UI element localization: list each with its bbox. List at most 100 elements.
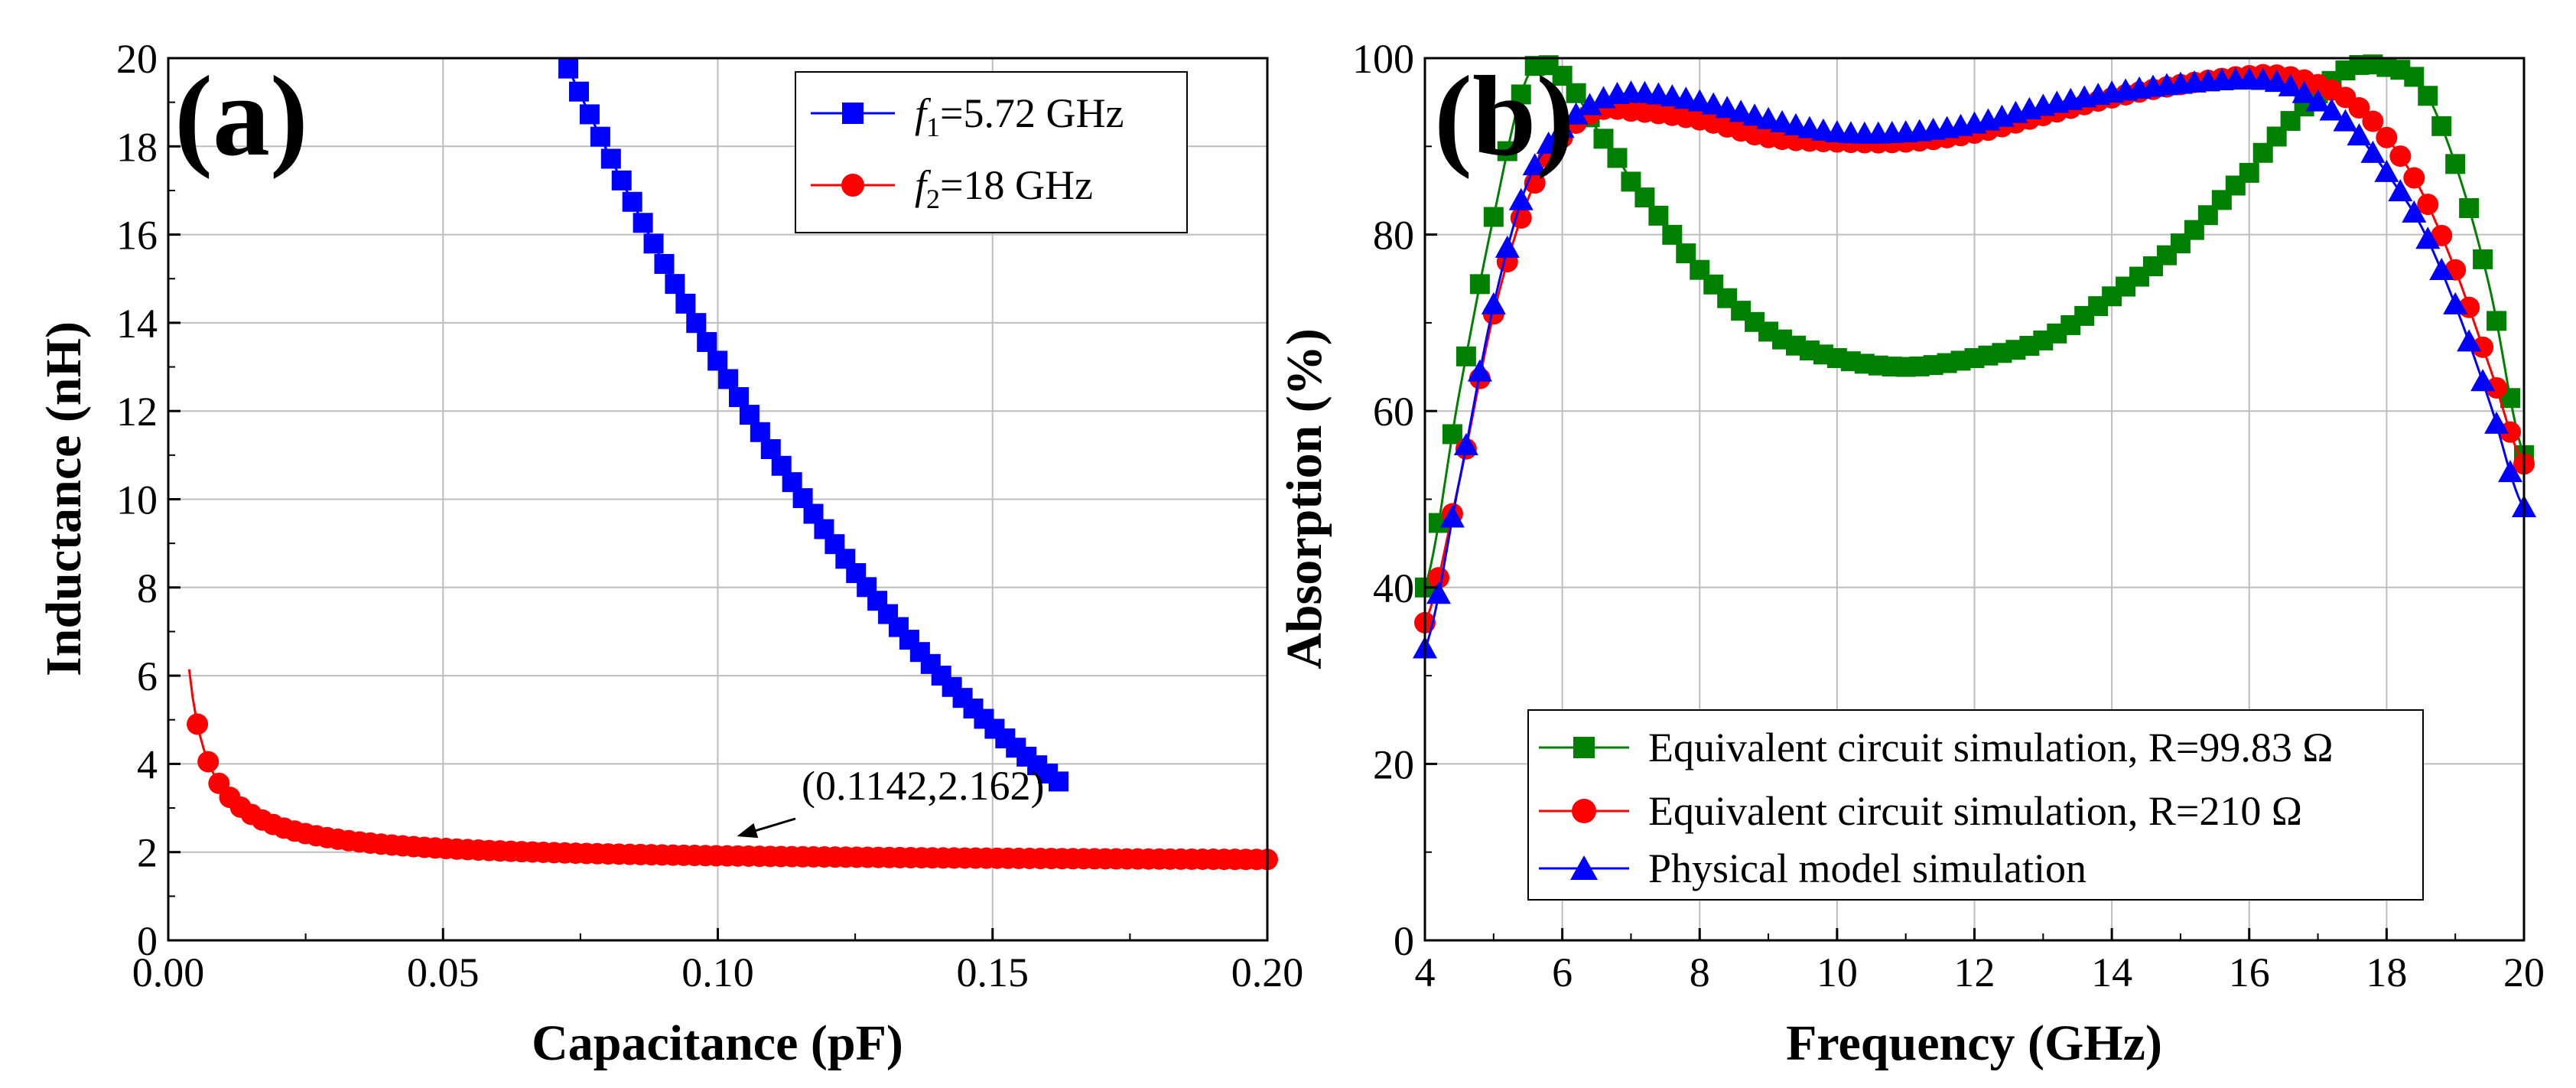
data-point [1634,187,1655,208]
data-point [2362,110,2384,132]
panel-b-y-tick-label: 0 [1394,918,1414,964]
legend-entry-f1: f1=5.72 GHz [915,90,1124,142]
data-point [665,274,685,295]
panel-b-x-tick-label: 16 [2229,950,2270,995]
panel-b-x-tick-label: 20 [2503,950,2545,995]
data-point [1593,129,1614,149]
data-point [1552,66,1573,86]
panel-b-y-tick-label: 100 [1352,36,1414,82]
legend-f1-text: =5.72 GHz [940,90,1124,136]
data-point [2403,167,2425,189]
data-point [2498,460,2523,483]
data-point [2319,98,2344,121]
legend-entry-green: Equivalent circuit simulation, R=99.83 Ω [1648,725,2333,770]
panel-a-y-tick-label: 6 [137,653,158,699]
data-point [1522,153,1547,176]
panel-a-x-axis-title: Capacitance (pF) [532,1015,903,1071]
panel-b-y-tick-label: 60 [1373,389,1414,435]
panel-a-y-tick-label: 16 [116,213,158,259]
panel-a-y-tick-label: 10 [116,477,158,523]
data-point [2264,70,2289,93]
legend-marker-blue-triangle [1570,855,1598,880]
data-point [2374,159,2399,182]
series-markers-2 [187,713,1278,871]
data-point [1442,424,1462,445]
data-point [2417,194,2439,216]
data-point [1566,83,1586,103]
panel-a-y-tick-label: 8 [137,565,158,611]
panel-a-y-tick-label: 14 [116,301,158,347]
data-point [1662,224,1683,245]
data-point [2429,258,2454,281]
data-point [2389,145,2412,168]
data-point [2457,329,2482,352]
panel-b-y-axis-title: Absorption (%) [1277,328,1332,669]
data-point [579,104,600,125]
data-point [2360,140,2386,163]
legend-entry-f2: f2=18 GHz [915,162,1093,214]
data-point [590,126,610,147]
panel-a-y-axis-title: Inductance (nH) [36,321,92,676]
panel-a-y-tick-label: 18 [116,124,158,170]
data-point [2431,224,2453,246]
data-point [1687,89,1712,112]
panel-a-legend-box [795,71,1188,233]
data-point [1563,102,1589,125]
panel-b-legend: Equivalent circuit simulation, R=99.83 Ω… [1527,709,2424,901]
panel-a-y-tick-label: 2 [137,830,158,876]
legend-f2-subscript: 2 [926,184,940,214]
panel-b-x-tick-label: 10 [1817,950,1858,995]
data-point [1483,207,1504,227]
data-point [750,422,770,442]
data-point [2487,311,2507,331]
panel-a-x-tick-label: 0.05 [407,950,480,995]
data-point [760,439,781,460]
data-point [1742,103,1768,126]
panel-b-y-tick-label: 20 [1373,741,1414,787]
panel-a-y-tick-label: 20 [116,36,158,82]
data-point [1453,432,1478,455]
panel-a-y-tick-label: 0 [137,918,158,964]
data-point [2305,89,2330,112]
data-point [697,332,717,353]
panel-b-y-tick-label: 80 [1373,213,1414,259]
data-point [1577,93,1602,116]
legend-marker-green-square [1573,737,1595,758]
data-point [622,191,642,212]
data-point [2431,116,2452,136]
data-point [1467,359,1492,382]
panel-a-x-tick-label: 0.15 [957,950,1029,995]
panel-a-y-tick-label: 12 [116,389,158,435]
panel-a-x-tick-label: 0.20 [1231,950,1304,995]
data-point [2333,109,2358,132]
data-point [2291,80,2317,103]
data-point [1607,148,1628,168]
data-point [1495,235,1520,258]
legend-entry-red: Equivalent circuit simulation, R=210 Ω [1648,788,2302,834]
data-point [1508,187,1534,210]
data-point [2376,126,2398,148]
data-point [569,81,590,102]
data-point [2388,179,2413,202]
data-point [600,148,621,169]
panel-a-y-tick-label: 4 [137,741,158,787]
panel-a-x-tick-label: 0.10 [681,950,754,995]
data-point [1481,292,1506,314]
legend-marker-square [842,103,864,124]
legend-marker-red-circle [1572,799,1596,823]
data-point [1426,581,1451,604]
series-markers-1 [558,58,1068,792]
data-point [686,313,707,334]
data-point [197,751,220,773]
data-point [2402,200,2427,223]
legend-f1-subscript: 1 [926,112,940,142]
panel-b-x-tick-label: 14 [2091,950,2132,995]
panel-b-label: (b) [1434,53,1574,180]
panel-a-annotation: (0.1142,2.162) [737,763,1044,839]
data-point [1439,505,1465,528]
data-point [728,386,749,407]
data-point [1715,96,1740,119]
data-point [654,253,675,274]
